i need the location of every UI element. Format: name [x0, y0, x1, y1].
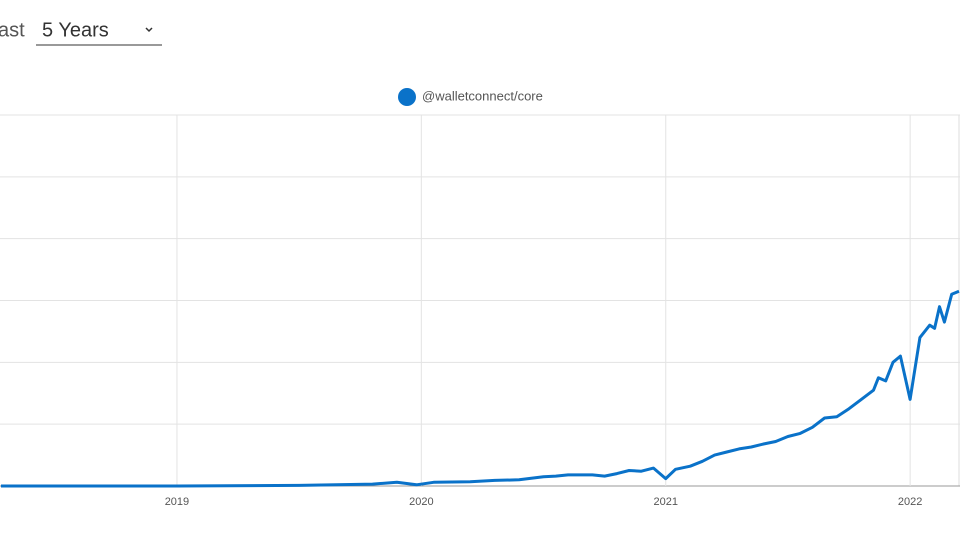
- x-tick-label: 2022: [898, 496, 922, 508]
- legend-label: @walletconnect/core: [422, 88, 543, 103]
- range-select[interactable]: 5 Years: [36, 19, 162, 46]
- x-tick-label: 2019: [165, 496, 189, 508]
- range-value[interactable]: 5 Years: [42, 19, 109, 41]
- legend-marker: [398, 88, 416, 106]
- x-tick-label: 2021: [654, 496, 678, 508]
- dropdown-caret: [145, 27, 153, 33]
- range-prefix: ast: [0, 19, 25, 41]
- series-line: [1, 289, 960, 488]
- x-tick-label: 2020: [409, 496, 433, 508]
